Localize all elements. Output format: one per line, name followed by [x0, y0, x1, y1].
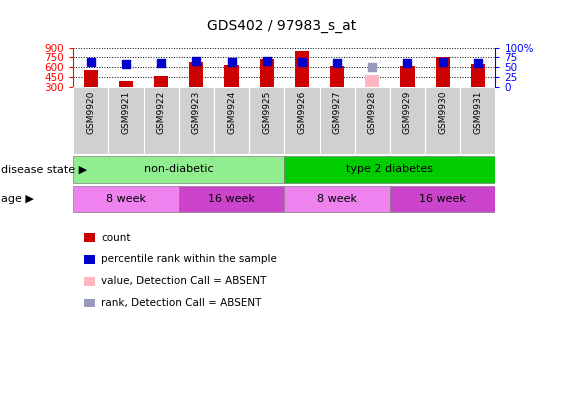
Text: age ▶: age ▶: [1, 194, 34, 204]
Text: 16 week: 16 week: [208, 194, 255, 204]
Text: GSM9931: GSM9931: [473, 90, 482, 134]
Text: GSM9930: GSM9930: [438, 90, 447, 134]
Bar: [355, 87, 390, 154]
Bar: [436, 57, 450, 87]
Text: GSM9928: GSM9928: [368, 90, 377, 134]
Point: [262, 58, 271, 65]
Bar: [214, 87, 249, 154]
Text: 8 week: 8 week: [106, 194, 146, 204]
Bar: [144, 87, 179, 154]
Bar: [225, 65, 239, 87]
Text: GSM9921: GSM9921: [122, 90, 131, 134]
Point: [438, 59, 447, 65]
Bar: [390, 87, 425, 154]
Bar: [400, 66, 414, 87]
Bar: [471, 64, 485, 87]
Text: 16 week: 16 week: [419, 194, 466, 204]
Text: disease state ▶: disease state ▶: [1, 164, 87, 174]
Bar: [390, 186, 495, 212]
Text: GSM9922: GSM9922: [157, 90, 166, 134]
Text: GSM9929: GSM9929: [403, 90, 412, 134]
Point: [86, 59, 95, 65]
Bar: [73, 87, 108, 154]
Text: GSM9927: GSM9927: [333, 90, 342, 134]
Bar: [365, 74, 379, 87]
Text: value, Detection Call = ABSENT: value, Detection Call = ABSENT: [101, 276, 267, 286]
Text: GSM9926: GSM9926: [297, 90, 306, 134]
Text: 8 week: 8 week: [317, 194, 357, 204]
Bar: [284, 156, 495, 183]
Point: [227, 59, 236, 65]
Bar: [249, 87, 284, 154]
Point: [192, 58, 201, 65]
Point: [157, 60, 166, 67]
Text: GSM9924: GSM9924: [227, 90, 236, 134]
Point: [368, 64, 377, 70]
Bar: [108, 87, 144, 154]
Bar: [179, 186, 284, 212]
Bar: [295, 51, 309, 87]
Point: [403, 60, 412, 66]
Bar: [119, 80, 133, 87]
Bar: [84, 70, 98, 87]
Text: rank, Detection Call = ABSENT: rank, Detection Call = ABSENT: [101, 298, 262, 308]
Text: percentile rank within the sample: percentile rank within the sample: [101, 254, 277, 265]
Bar: [284, 186, 390, 212]
Bar: [461, 87, 495, 154]
Text: type 2 diabetes: type 2 diabetes: [346, 164, 434, 174]
Text: GSM9925: GSM9925: [262, 90, 271, 134]
Point: [297, 59, 306, 65]
Text: count: count: [101, 232, 131, 243]
Bar: [260, 59, 274, 87]
Bar: [425, 87, 461, 154]
Bar: [73, 186, 179, 212]
Text: GSM9923: GSM9923: [192, 90, 201, 134]
Bar: [189, 62, 203, 87]
Text: non-diabetic: non-diabetic: [144, 164, 213, 174]
Text: GSM9920: GSM9920: [86, 90, 95, 134]
Bar: [154, 76, 168, 87]
Point: [473, 59, 482, 66]
Bar: [330, 66, 344, 87]
Bar: [320, 87, 355, 154]
Point: [122, 61, 131, 67]
Bar: [179, 87, 214, 154]
Text: GDS402 / 97983_s_at: GDS402 / 97983_s_at: [207, 19, 356, 33]
Bar: [284, 87, 320, 154]
Point: [333, 60, 342, 67]
Bar: [73, 156, 284, 183]
